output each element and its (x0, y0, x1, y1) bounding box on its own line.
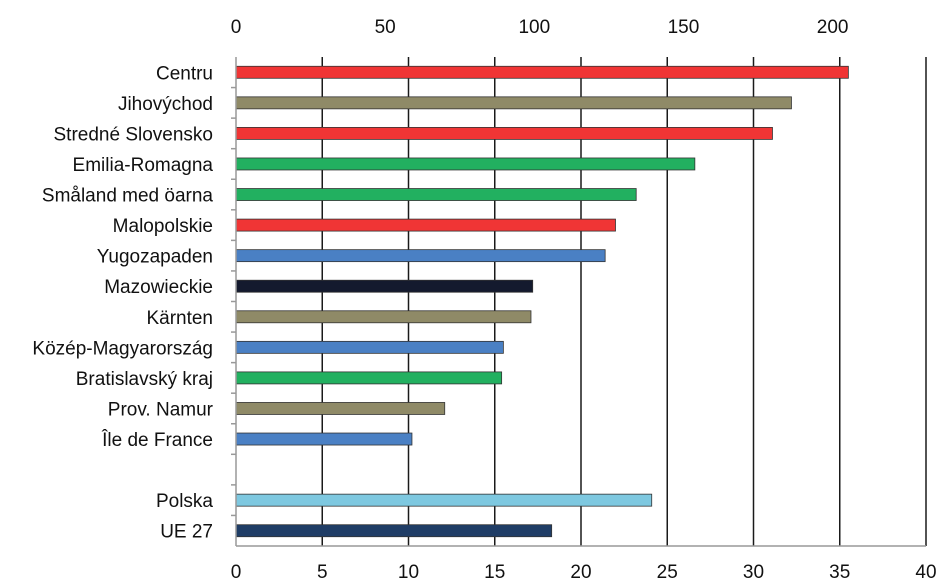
category-label: Stredné Slovensko (54, 124, 214, 145)
category-label: Centru (156, 63, 213, 84)
category-label: Île de France (101, 429, 213, 451)
bar-16 (235, 524, 553, 538)
bar-5 (235, 188, 637, 201)
category-label: UE 27 (160, 522, 213, 543)
category-label: Bratislavský kraj (76, 369, 213, 390)
bar-12 (235, 402, 446, 415)
top-tick-label: 50 (375, 17, 396, 38)
top-tick-label: 200 (817, 17, 849, 38)
category-label: Kärnten (146, 308, 213, 329)
top-axis-ticks: 0 50 100 150 200 (231, 17, 849, 38)
bottom-tick-label: 35 (829, 562, 850, 581)
bar-6 (235, 218, 616, 232)
bottom-axis-ticks: 0 5 10 15 20 25 30 35 40 (231, 562, 937, 581)
bottom-tick-label: 10 (398, 562, 419, 581)
category-label: Polska (156, 491, 213, 512)
bottom-tick-label: 25 (657, 562, 678, 581)
category-label: Prov. Namur (108, 399, 214, 420)
bar-13 (235, 432, 413, 446)
bar-8 (235, 279, 534, 293)
bottom-tick-label: 15 (484, 562, 505, 581)
bars (235, 65, 849, 538)
top-tick-label: 0 (231, 17, 242, 38)
category-label: Yugozapaden (97, 247, 213, 268)
axes (231, 57, 926, 547)
bar-11 (235, 371, 503, 385)
bottom-tick-label: 5 (317, 562, 328, 581)
category-label: Közép-Magyarország (32, 338, 213, 359)
bottom-tick-label: 30 (743, 562, 764, 581)
category-labels: Centru Jihovýchod Stredné Slovensko Emilia-… (32, 63, 213, 542)
top-tick-label: 150 (668, 17, 700, 38)
category-label: Emilia-Romagna (73, 155, 214, 176)
bar-9 (235, 310, 532, 324)
bar-3 (235, 127, 773, 140)
bar-2 (235, 96, 792, 110)
bar-10 (235, 340, 504, 354)
bar-1 (235, 65, 849, 79)
bar-15 (235, 493, 653, 507)
category-label: Malopolskie (113, 216, 213, 237)
category-label: Jihovýchod (118, 94, 213, 115)
bottom-tick-label: 0 (231, 562, 242, 581)
category-label: Småland med öarna (42, 186, 214, 207)
bottom-tick-label: 40 (915, 562, 936, 581)
top-tick-label: 100 (518, 17, 550, 38)
bottom-tick-label: 20 (570, 562, 591, 581)
bar-7 (235, 249, 606, 263)
bar-4 (235, 157, 696, 171)
category-label: Mazowieckie (104, 277, 213, 298)
